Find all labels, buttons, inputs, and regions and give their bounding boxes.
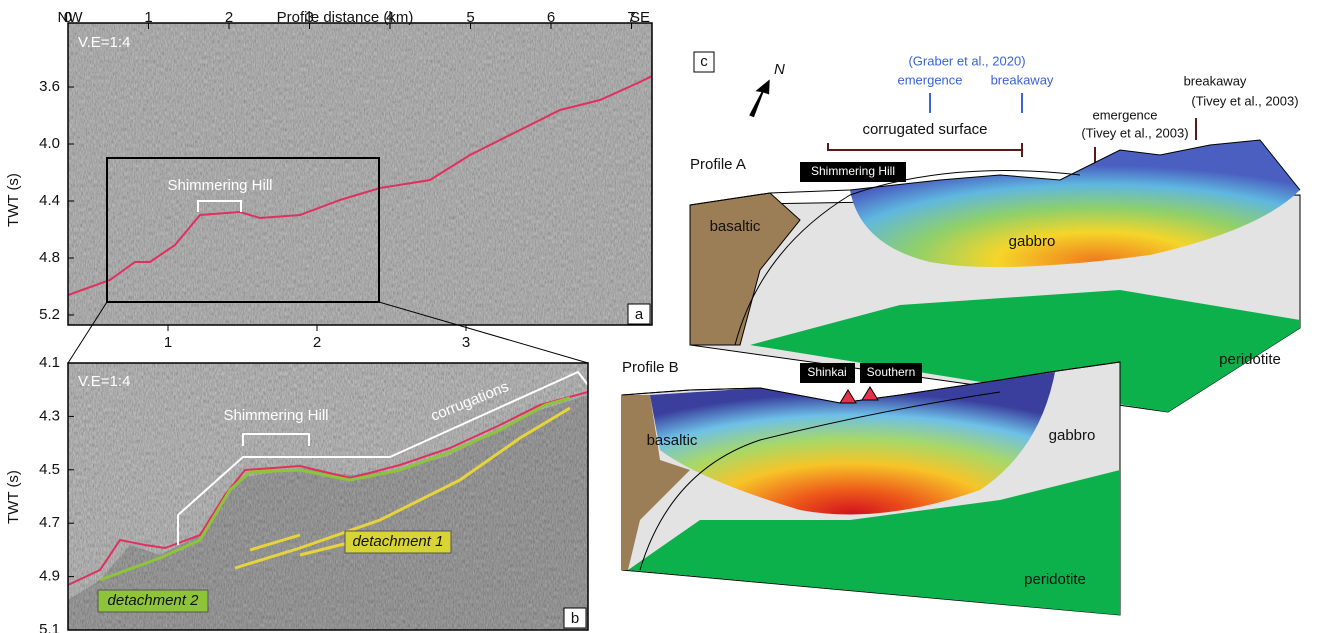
reference: (Tivey et al., 2003) xyxy=(1081,125,1188,140)
panel-label: c xyxy=(700,53,708,70)
reference: (Tivey et al., 2003) xyxy=(1191,93,1298,108)
north-label: N xyxy=(774,61,785,78)
site-label: Shimmering Hill xyxy=(811,164,895,178)
annotation: Shimmering Hill xyxy=(223,407,328,424)
site-marker xyxy=(840,390,856,403)
y-axis-label: TWT (s) xyxy=(5,173,22,227)
y-tick-label: 5.2 xyxy=(39,306,60,323)
panel-c: c N (Graber et al., 2020) emergence brea… xyxy=(622,52,1300,615)
y-tick-label: 4.8 xyxy=(39,249,60,266)
site-marker xyxy=(862,387,878,400)
extent-bar xyxy=(828,143,1022,157)
y-axis-label: TWT (s) xyxy=(5,470,22,524)
annotation: emergence xyxy=(897,72,962,87)
layer-label: basaltic xyxy=(647,432,698,449)
annotation: detachment 1 xyxy=(353,533,444,550)
y-tick-label: 4.7 xyxy=(39,514,60,531)
y-tick-label: 4.0 xyxy=(39,135,60,152)
annotation: breakaway xyxy=(991,72,1054,87)
figure: Shimmering Hill V.E=1:4 a NW SE Profile … xyxy=(0,0,1330,633)
layer-label: gabbro xyxy=(1009,233,1056,250)
site-label: Southern xyxy=(867,365,916,379)
ve-label: V.E=1:4 xyxy=(78,34,130,51)
panel-b: Shimmering Hill corrugations detachment … xyxy=(5,325,588,633)
site-label: Shinkai xyxy=(807,365,846,379)
y-tick-label: 5.1 xyxy=(39,621,60,633)
profile-title: Profile A xyxy=(690,156,746,173)
y-tick-label: 3.6 xyxy=(39,78,60,95)
x-tick-label: 2 xyxy=(313,334,321,351)
annotation: detachment 2 xyxy=(108,592,200,609)
layer-label: peridotite xyxy=(1219,351,1281,368)
profile-title: Profile B xyxy=(622,359,679,376)
annotation: corrugated surface xyxy=(862,121,987,138)
y-tick-label: 4.9 xyxy=(39,568,60,585)
annotation: breakaway xyxy=(1184,73,1247,88)
north-arrow xyxy=(749,77,772,119)
ve-label: V.E=1:4 xyxy=(78,373,130,390)
x-tick-label: 3 xyxy=(462,334,470,351)
panel-label: a xyxy=(635,306,644,323)
y-tick-label: 4.1 xyxy=(39,354,60,371)
annotation: emergence xyxy=(1092,107,1157,122)
panel-a: Shimmering Hill V.E=1:4 a NW SE Profile … xyxy=(5,9,652,363)
seismic-tint xyxy=(68,23,652,325)
y-tick-label: 4.5 xyxy=(39,461,60,478)
annotation: Shimmering Hill xyxy=(167,177,272,194)
y-tick-label: 4.4 xyxy=(39,192,60,209)
layer-label: gabbro xyxy=(1049,427,1096,444)
x-tick-label: 1 xyxy=(164,334,172,351)
panel-label: b xyxy=(571,610,579,627)
y-tick-label: 4.3 xyxy=(39,407,60,424)
reference: (Graber et al., 2020) xyxy=(908,53,1025,68)
layer-label: basaltic xyxy=(710,218,761,235)
layer-label: peridotite xyxy=(1024,571,1086,588)
